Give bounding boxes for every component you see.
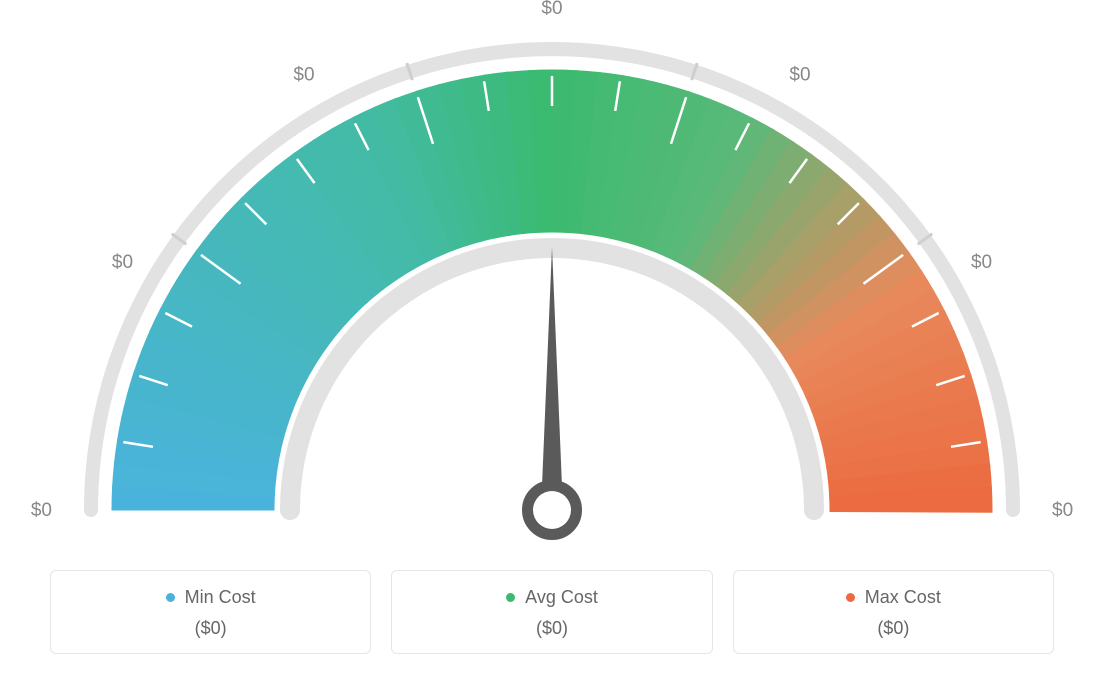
- svg-text:$0: $0: [541, 0, 562, 19]
- legend-text-max: Max Cost: [865, 587, 941, 608]
- legend-card-min: Min Cost ($0): [50, 570, 371, 654]
- legend-value-min: ($0): [71, 618, 350, 639]
- legend-label-min: Min Cost: [166, 587, 256, 608]
- legend-value-max: ($0): [754, 618, 1033, 639]
- legend-card-avg: Avg Cost ($0): [391, 570, 712, 654]
- legend-text-min: Min Cost: [185, 587, 256, 608]
- svg-text:$0: $0: [1052, 500, 1073, 521]
- svg-text:$0: $0: [293, 64, 314, 85]
- legend-label-avg: Avg Cost: [506, 587, 598, 608]
- svg-text:$0: $0: [971, 252, 992, 273]
- legend-text-avg: Avg Cost: [525, 587, 598, 608]
- legend-dot-min: [166, 593, 175, 602]
- legend-dot-max: [846, 593, 855, 602]
- svg-text:$0: $0: [789, 64, 810, 85]
- legend-card-max: Max Cost ($0): [733, 570, 1054, 654]
- legend-row: Min Cost ($0) Avg Cost ($0) Max Cost ($0…: [0, 570, 1104, 654]
- gauge-container: $0 $0 $0 $0 $0 $0 $0: [0, 0, 1104, 560]
- legend-label-max: Max Cost: [846, 587, 941, 608]
- legend-dot-avg: [506, 593, 515, 602]
- svg-text:$0: $0: [31, 500, 52, 521]
- legend-value-avg: ($0): [412, 618, 691, 639]
- svg-text:$0: $0: [112, 252, 133, 273]
- gauge-chart: $0 $0 $0 $0 $0 $0 $0: [0, 0, 1104, 560]
